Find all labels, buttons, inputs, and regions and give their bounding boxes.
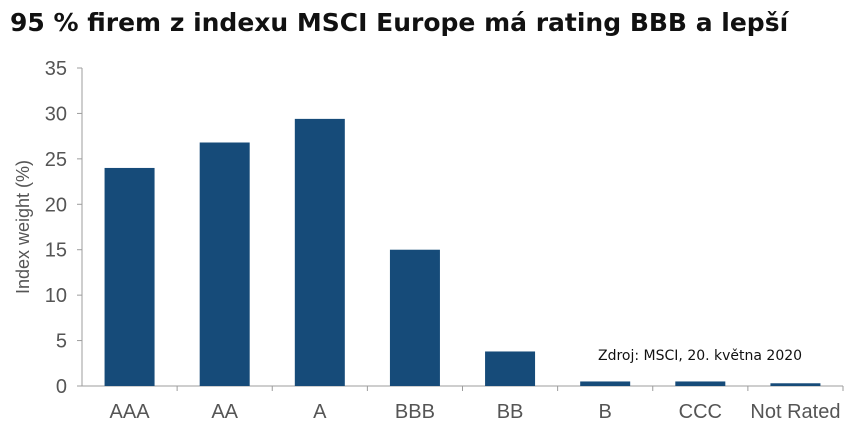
bar-aa: [199, 142, 250, 386]
source-note: Zdroj: MSCI, 20. května 2020: [598, 348, 803, 364]
x-tick-label: CCC: [679, 401, 722, 423]
y-tick-label: 0: [56, 376, 67, 398]
bar-ccc: [675, 381, 726, 386]
x-tick-label: BBB: [395, 401, 435, 423]
y-tick-label: 5: [56, 331, 67, 353]
x-tick-label: BB: [497, 401, 524, 423]
bar-bb: [485, 351, 536, 386]
x-tick-label: AAA: [110, 401, 151, 423]
y-tick-label: 20: [45, 194, 67, 216]
x-tick-label: B: [599, 401, 612, 423]
x-tick-label: A: [313, 401, 327, 423]
bar-b: [580, 381, 631, 386]
bar-not-rated: [770, 383, 821, 386]
y-tick-label: 25: [45, 149, 67, 171]
chart-title: 95 % firem z indexu MSCI Europe má ratin…: [10, 8, 789, 37]
bar-bbb: [389, 249, 440, 386]
y-tick-label: 35: [45, 58, 67, 80]
x-tick-label: AA: [211, 401, 238, 423]
y-tick-label: 15: [45, 240, 67, 262]
y-axis-title: Index weight (%): [13, 160, 33, 294]
y-tick-label: 30: [45, 103, 67, 125]
bar-aaa: [104, 167, 155, 386]
x-tick-label: Not Rated: [750, 401, 840, 423]
y-tick-label: 10: [45, 285, 67, 307]
bar-a: [294, 118, 345, 386]
